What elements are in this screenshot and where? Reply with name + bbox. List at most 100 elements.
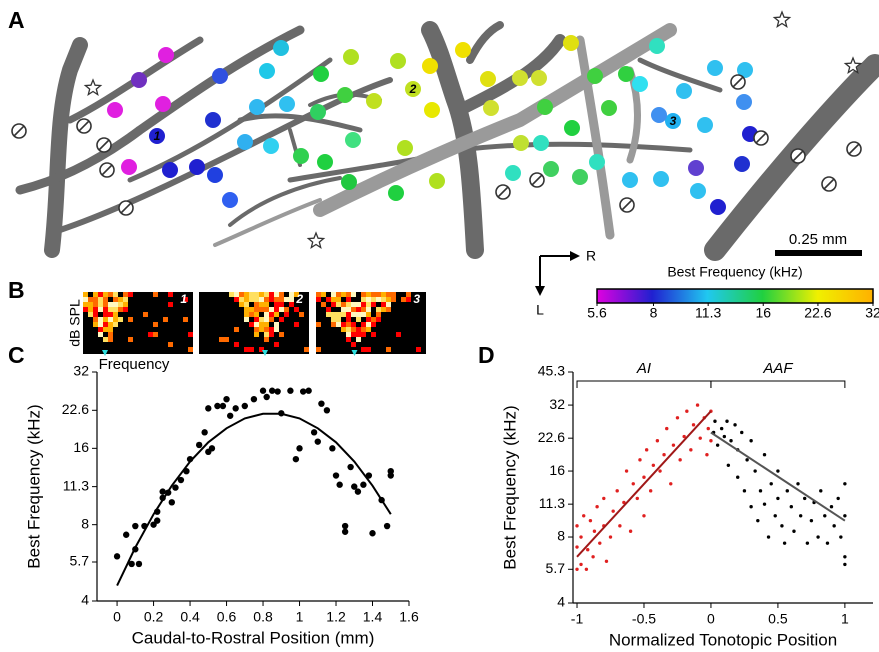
data-point	[582, 514, 586, 518]
data-point	[232, 405, 239, 412]
recording-site	[618, 66, 634, 82]
rf-cell	[249, 322, 254, 327]
rf-cell	[361, 302, 366, 307]
data-point	[642, 514, 646, 518]
rf-cell	[153, 332, 158, 337]
data-point	[789, 505, 794, 509]
rf-cell	[391, 292, 396, 297]
rf-cell	[244, 307, 249, 312]
rf-cell	[259, 322, 264, 327]
recording-site	[513, 135, 529, 151]
x-tick-label: 1.2	[326, 609, 346, 625]
recording-site	[622, 172, 638, 188]
recording-site	[589, 154, 605, 170]
data-point	[706, 426, 710, 431]
rf-cell	[371, 302, 376, 307]
data-point	[369, 530, 376, 537]
unclassified-site	[843, 56, 863, 74]
rf-cell	[341, 327, 346, 332]
rf-cell	[103, 317, 108, 322]
rf-cell	[386, 297, 391, 302]
data-point	[726, 463, 731, 467]
rf-cell	[254, 322, 259, 327]
data-point	[678, 458, 682, 462]
rf-cell	[376, 292, 381, 297]
rf-cell	[376, 307, 381, 312]
rf-cell	[371, 317, 376, 322]
x-tick-label: 1	[841, 611, 849, 627]
recording-site	[149, 128, 165, 144]
region-bracket	[576, 380, 712, 388]
rf-cell	[113, 292, 118, 297]
data-point	[618, 524, 622, 528]
rf-cell	[316, 292, 321, 297]
data-point	[310, 429, 318, 436]
recording-site	[563, 35, 579, 51]
data-point	[766, 535, 771, 539]
scale-bar-label: 0.25 mm	[789, 231, 847, 248]
data-point	[195, 441, 203, 449]
rf-cell	[376, 317, 381, 322]
recording-site	[512, 70, 528, 86]
panel-label: D	[478, 342, 495, 368]
y-axis-label: Best Frequency (kHz)	[500, 405, 519, 569]
recording-site	[405, 81, 421, 97]
recording-site	[343, 49, 359, 65]
rf-cell	[254, 302, 259, 307]
data-point	[749, 505, 753, 509]
rf-cell	[264, 337, 269, 342]
rf-cell	[361, 322, 366, 327]
rf-cell	[88, 302, 93, 307]
recording-site	[480, 71, 496, 87]
rf-cell	[259, 347, 264, 352]
data-point	[691, 423, 696, 427]
data-point	[584, 567, 589, 571]
rf-cell	[108, 327, 113, 332]
rf-cell	[376, 312, 381, 317]
unclassified-site	[772, 10, 792, 28]
recording-site	[189, 159, 205, 175]
non-responsive-site	[790, 148, 806, 164]
rf-cell	[168, 302, 173, 307]
recording-site	[483, 100, 499, 116]
rf-cell	[224, 337, 229, 342]
data-point	[796, 482, 800, 486]
data-point	[740, 430, 744, 435]
rf-cell	[188, 332, 193, 337]
rf-cell	[361, 312, 366, 317]
best-frequency-marker	[351, 350, 358, 356]
data-point	[823, 514, 827, 518]
rf-cell	[326, 297, 331, 302]
data-point	[802, 496, 807, 501]
rf-cell	[416, 347, 421, 352]
data-point	[250, 395, 258, 403]
rf-cell	[371, 332, 376, 337]
rf-cell	[304, 347, 309, 352]
recording-site	[341, 174, 357, 190]
recording-site	[310, 104, 326, 120]
y-tick-label: 8	[557, 528, 565, 544]
y-tick-label: 32	[549, 396, 565, 412]
rf-cell	[326, 307, 331, 312]
data-point	[172, 484, 179, 491]
data-point	[729, 439, 733, 443]
rf-cell	[381, 307, 386, 312]
data-point	[268, 387, 276, 394]
data-point	[816, 535, 820, 539]
data-point	[651, 463, 656, 467]
slash	[755, 132, 767, 144]
rf-cell	[289, 302, 294, 307]
data-point	[575, 545, 579, 549]
rf-cell	[346, 292, 351, 297]
recording-site	[205, 112, 221, 128]
rf-cell	[274, 327, 279, 332]
y-tick-label: 4	[557, 594, 565, 610]
rf-cell	[108, 332, 113, 337]
rf-cell	[118, 302, 123, 307]
rf-cell	[406, 292, 411, 297]
data-point	[762, 502, 767, 506]
rf-cell	[386, 307, 391, 312]
data-point	[733, 423, 737, 427]
rf-cell	[346, 297, 351, 302]
x-tick-label: 1	[296, 609, 304, 625]
